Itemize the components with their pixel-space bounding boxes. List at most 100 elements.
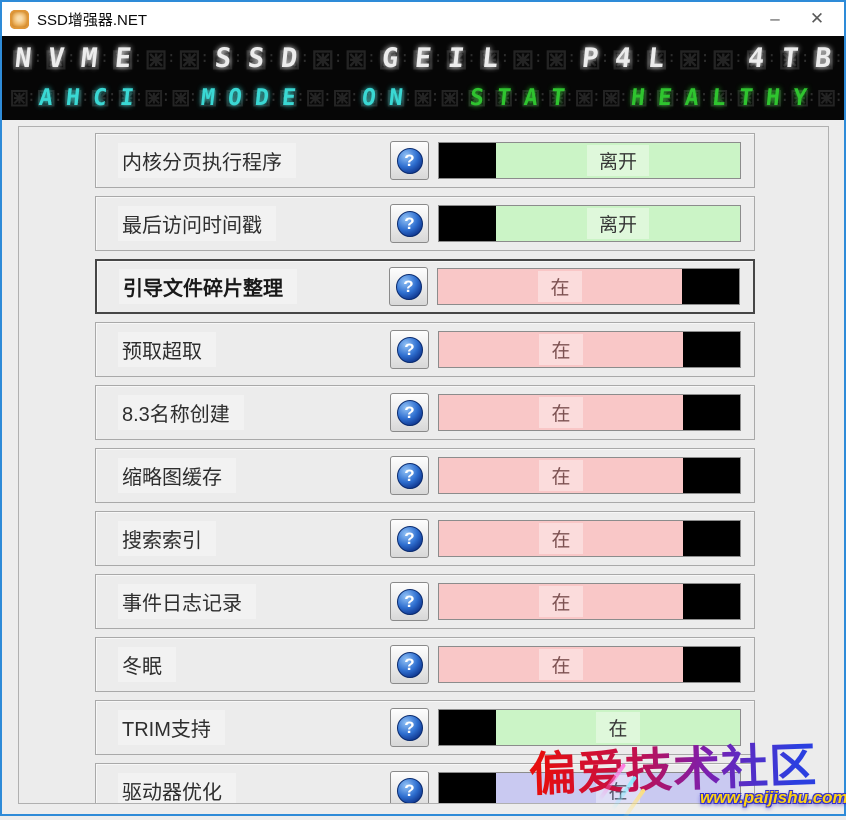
led-cell: ⊞ ⊠ 4 xyxy=(606,40,639,77)
led-cell: ⊞ ⊠ E xyxy=(406,40,439,77)
led-char: A xyxy=(683,84,701,111)
led-cell: ⊞ ⊠ xyxy=(329,79,356,116)
led-ghost-segment: ⊞ xyxy=(143,41,169,76)
toggle-handle[interactable] xyxy=(439,206,496,241)
led-char: D xyxy=(253,84,270,111)
led-cell: ⊞ ⊠ N xyxy=(6,40,39,77)
help-button[interactable]: ? xyxy=(390,708,429,747)
led-char: E xyxy=(280,84,297,111)
toggle-switch[interactable]: 离开 xyxy=(438,142,741,179)
led-ghost-segment: ⊠ xyxy=(600,83,622,112)
option-label: 最后访问时间戳 xyxy=(118,206,276,241)
led-char: O xyxy=(360,84,378,111)
option-row: 事件日志记录? 在 xyxy=(95,574,755,629)
led-ghost-segment: ⊠ xyxy=(789,83,811,112)
window-controls: – ✕ xyxy=(764,4,836,34)
help-button[interactable]: ? xyxy=(390,519,429,558)
led-char: M xyxy=(199,84,217,111)
led-cell: ⊞ ⊠ xyxy=(707,40,740,77)
led-cell: ⊞ ⊠ A xyxy=(679,79,706,116)
help-button[interactable]: ? xyxy=(390,393,429,432)
toggle-switch[interactable]: 在 xyxy=(438,520,741,557)
led-ghost-segment: ⊠ xyxy=(520,83,542,112)
led-ghost-segment: ⊠ xyxy=(10,41,35,76)
toggle-handle[interactable] xyxy=(683,521,740,556)
led-ghost-segment: ⊞ xyxy=(8,83,30,112)
option-row: 搜索索引? 在 xyxy=(95,511,755,566)
toggle-handle[interactable] xyxy=(683,584,740,619)
toggle-handle[interactable] xyxy=(439,710,496,745)
toggle-handle[interactable] xyxy=(682,269,739,304)
led-ghost-segment: ⊠ xyxy=(410,41,436,76)
led-ghost-segment: ⊞ xyxy=(444,41,469,76)
led-ghost-segment: ⊠ xyxy=(644,41,669,76)
led-ghost-segment: ⊠ xyxy=(385,83,407,112)
led-ghost-segment: ⊞ xyxy=(43,41,69,76)
question-mark-icon: ? xyxy=(396,210,423,237)
led-ghost-segment: ⊠ xyxy=(210,41,235,76)
toggle-handle[interactable] xyxy=(683,458,740,493)
toggle-handle[interactable] xyxy=(683,647,740,682)
led-ghost-segment: ⊠ xyxy=(278,83,299,112)
led-ghost-segment: ⊞ xyxy=(544,41,569,76)
led-cell: ⊞ ⊠ L xyxy=(473,40,506,77)
toggle-track: 在 xyxy=(438,269,682,304)
toggle-handle[interactable] xyxy=(439,773,496,803)
led-ghost-segment: ⊞ xyxy=(777,41,803,76)
led-ghost-segment: ⊞ xyxy=(251,83,273,112)
led-ghost-segment: ⊠ xyxy=(816,83,838,112)
toggle-state-label: 在 xyxy=(596,712,640,743)
help-button[interactable]: ? xyxy=(389,267,428,306)
toggle-switch[interactable]: 在 xyxy=(438,646,741,683)
minimize-button[interactable]: – xyxy=(770,9,780,28)
led-cell: ⊞ ⊠ M xyxy=(73,40,106,77)
toggle-track: 离开 xyxy=(496,206,740,241)
toggle-switch[interactable]: 在 xyxy=(438,457,741,494)
led-char: T xyxy=(495,84,513,111)
help-button[interactable]: ? xyxy=(390,771,429,803)
question-mark-icon: ? xyxy=(396,651,423,678)
led-ghost-segment: ⊞ xyxy=(344,41,369,76)
toggle-state-label: 在 xyxy=(539,397,583,428)
led-cell: ⊞ ⊠ xyxy=(139,40,172,77)
led-ghost-segment: ⊞ xyxy=(439,83,461,112)
led-ghost-segment: ⊠ xyxy=(35,83,57,112)
led-ghost-segment: ⊞ xyxy=(811,41,836,76)
option-row: 驱动器优化?在 xyxy=(95,763,755,803)
led-ghost-segment: ⊠ xyxy=(547,83,569,112)
help-button[interactable]: ? xyxy=(390,141,429,180)
led-cell: ⊞ ⊠ G xyxy=(373,40,406,77)
help-button[interactable]: ? xyxy=(390,204,429,243)
help-button[interactable]: ? xyxy=(390,645,429,684)
toggle-switch[interactable]: 在 xyxy=(438,583,741,620)
led-cell: ⊞ ⊠ A xyxy=(517,79,544,116)
led-ghost-segment: ⊞ xyxy=(310,41,336,76)
help-button[interactable]: ? xyxy=(390,330,429,369)
led-char: E xyxy=(112,43,133,74)
title-bar: SSD增强器.NET – ✕ xyxy=(2,2,844,36)
toggle-switch[interactable]: 在 xyxy=(437,268,740,305)
toggle-switch[interactable]: 在 xyxy=(438,709,741,746)
toggle-switch[interactable]: 在 xyxy=(438,331,741,368)
led-ghost-segment: ⊞ xyxy=(789,83,811,112)
toggle-handle[interactable] xyxy=(683,395,740,430)
help-button[interactable]: ? xyxy=(390,582,429,621)
toggle-handle[interactable] xyxy=(439,143,496,178)
toggle-switch[interactable]: 离开 xyxy=(438,205,741,242)
led-ghost-segment: ⊞ xyxy=(577,41,602,76)
toggle-state-label: 在 xyxy=(539,460,583,491)
led-cell: ⊞ ⊠ S xyxy=(206,40,239,77)
led-ghost-segment: ⊠ xyxy=(197,83,219,112)
led-cell: ⊞ ⊠ A xyxy=(33,79,60,116)
toggle-handle[interactable] xyxy=(683,332,740,367)
option-label: TRIM支持 xyxy=(118,710,225,745)
led-ghost-segment: ⊠ xyxy=(143,41,169,76)
led-ghost-segment: ⊞ xyxy=(600,83,622,112)
option-row: 缩略图缓存? 在 xyxy=(95,448,755,503)
option-row: 最后访问时间戳? 离开 xyxy=(95,196,755,251)
toggle-switch[interactable]: 在 xyxy=(438,394,741,431)
toggle-track: 在 xyxy=(439,584,683,619)
led-ghost-segment: ⊠ xyxy=(8,83,30,112)
close-button[interactable]: ✕ xyxy=(809,9,825,28)
help-button[interactable]: ? xyxy=(390,456,429,495)
